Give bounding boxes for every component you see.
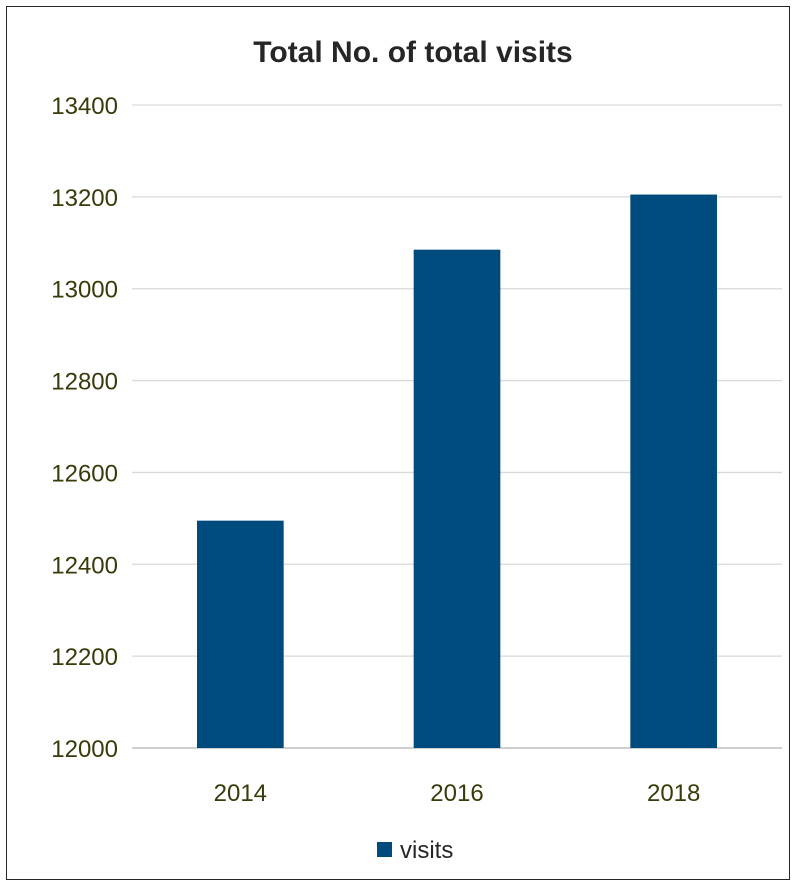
y-tick-label: 12200	[51, 644, 118, 671]
bar-2016	[413, 249, 501, 749]
x-tick-label: 2016	[430, 780, 483, 807]
y-axis-tick-labels: 12000 12200 12400 12600 12800 13000 13200 13400	[51, 93, 118, 763]
y-tick-label: 12400	[51, 552, 118, 579]
y-tick-label: 13000	[51, 277, 118, 304]
bar-2018	[630, 194, 717, 748]
bars	[197, 194, 717, 749]
y-tick-label: 12600	[51, 460, 118, 487]
y-tick-label: 12000	[51, 736, 118, 763]
legend-swatch-visits	[377, 842, 392, 857]
legend-label-visits: visits	[400, 837, 453, 864]
x-tick-label: 2014	[214, 780, 267, 807]
x-axis-tick-labels: 2014 2016 2018	[214, 780, 701, 807]
legend: visits	[377, 837, 453, 864]
y-tick-label: 12800	[51, 369, 118, 396]
y-tick-label: 13200	[51, 185, 118, 212]
chart-title: Total No. of total visits	[253, 36, 572, 69]
bar-2014	[197, 520, 284, 748]
x-tick-label: 2018	[647, 780, 700, 807]
y-tick-label: 13400	[51, 93, 118, 120]
